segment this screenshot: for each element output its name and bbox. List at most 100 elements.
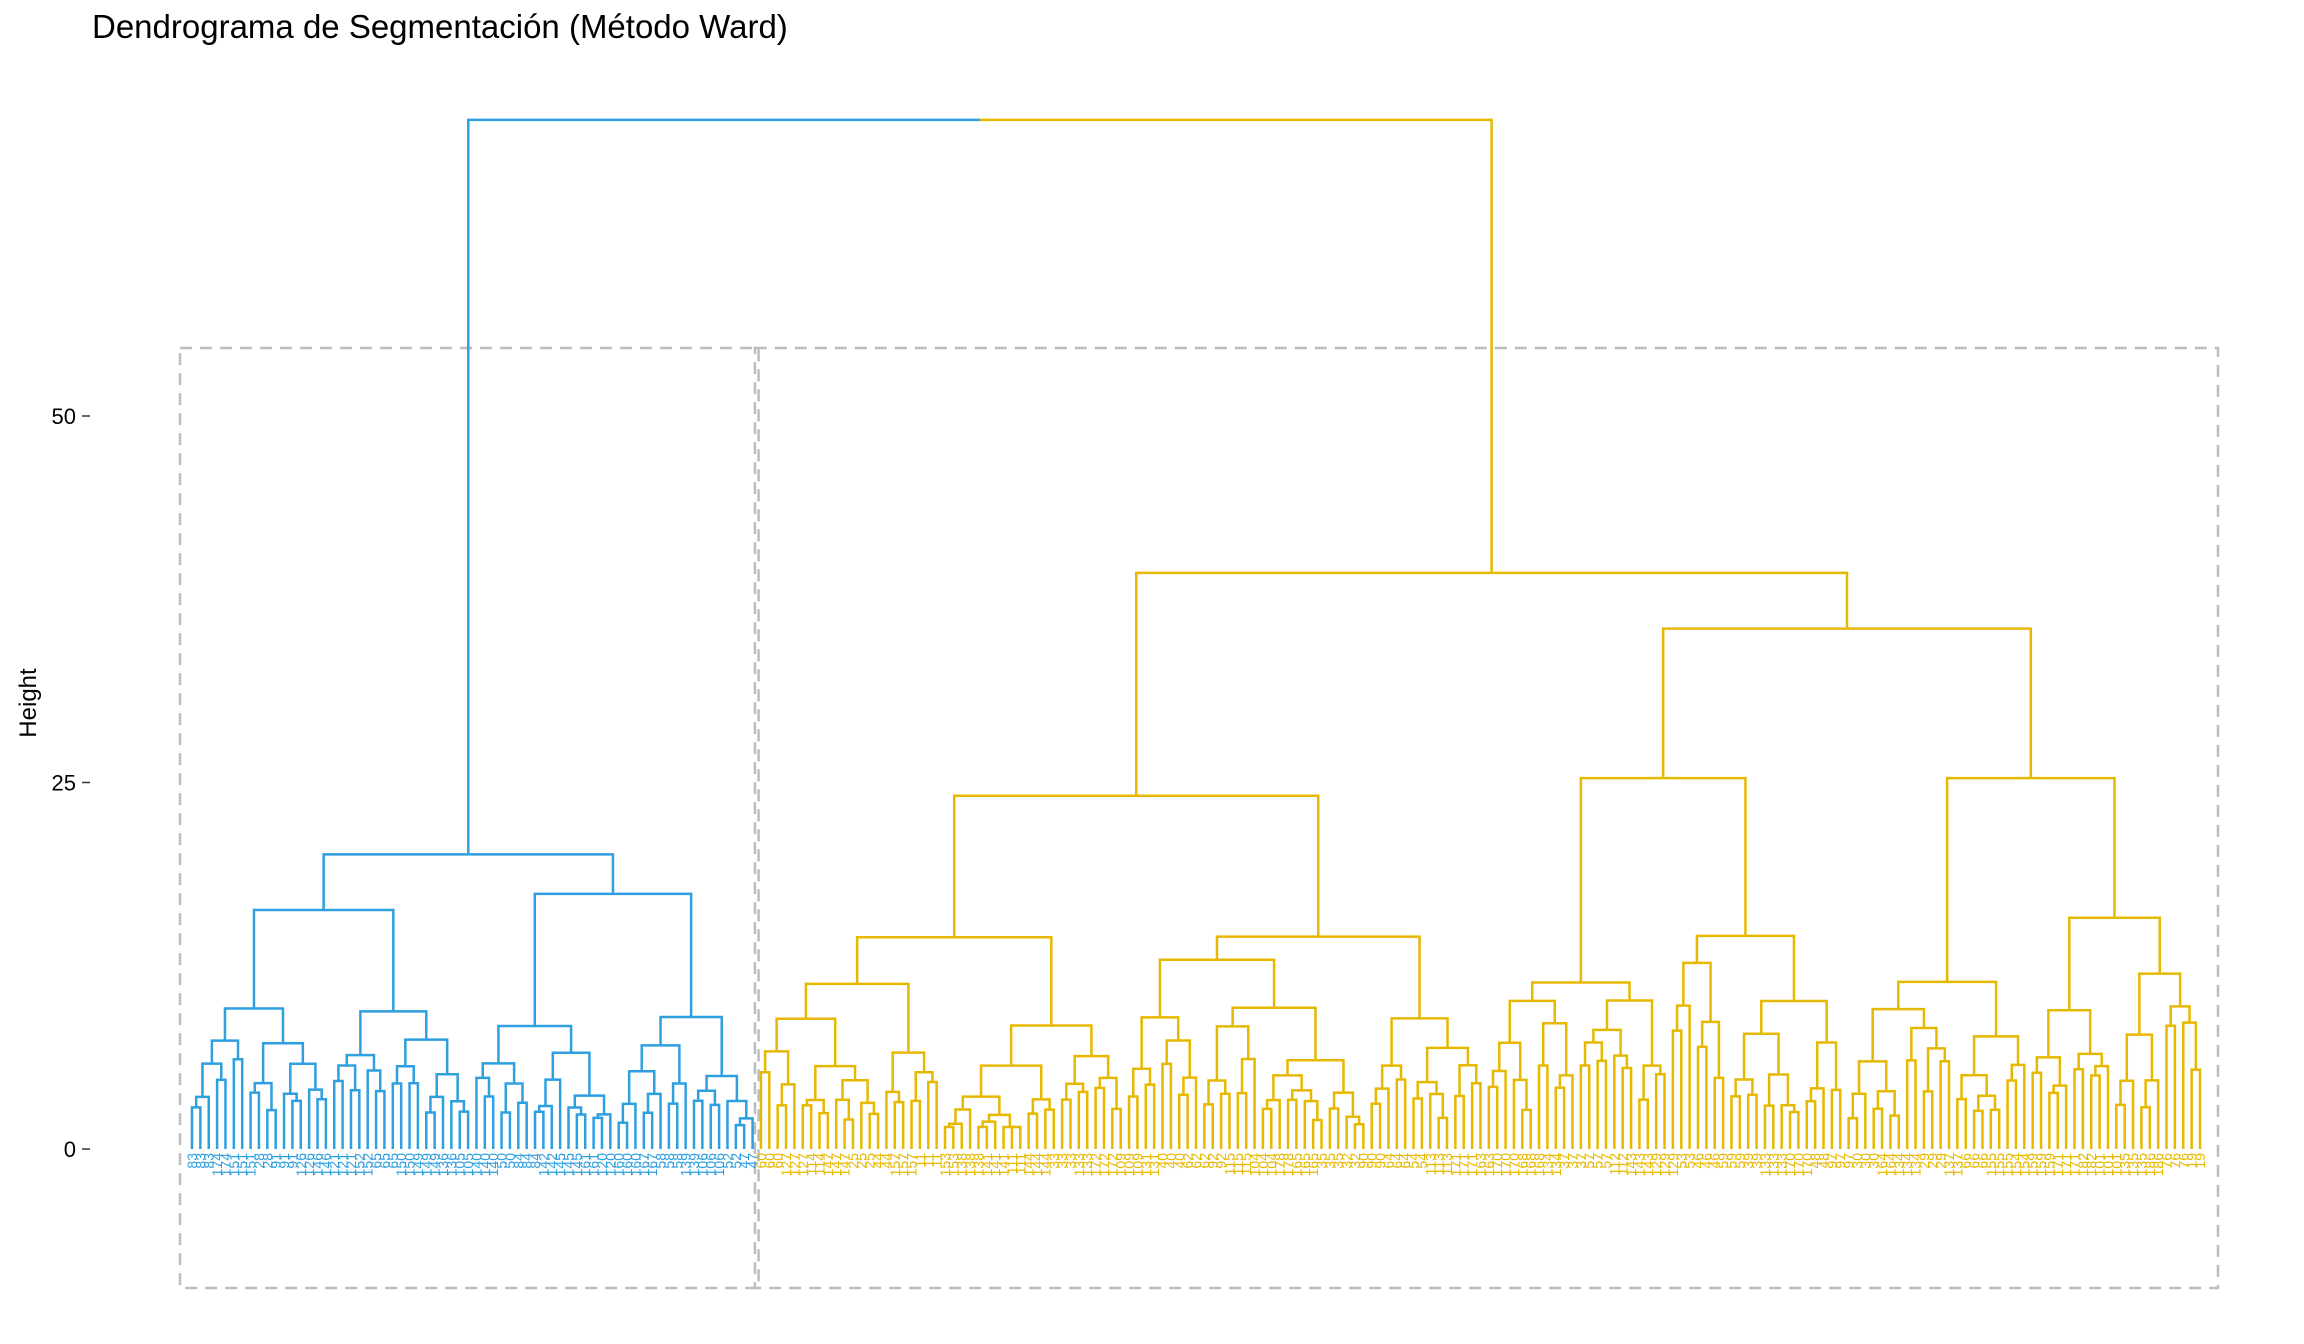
- dendrogram-link: [1458, 1063, 1478, 1097]
- dendrogram-link: [408, 1082, 420, 1149]
- dendrogram-link: [834, 1098, 851, 1149]
- leaf-label: 133: [1765, 1153, 1781, 1177]
- dendrogram-link: [1760, 999, 1828, 1043]
- leaf-label: 97: [1832, 1153, 1848, 1169]
- leaf-label: 57: [1590, 1153, 1606, 1169]
- dendrogram-link: [1742, 1032, 1780, 1080]
- dendrogram-link: [1661, 627, 2033, 779]
- leaf-label: 91: [276, 1153, 292, 1169]
- leaf-label: 170: [1790, 1153, 1806, 1177]
- dendrogram-link: [1700, 1020, 1721, 1078]
- leaf-label: 151: [234, 1153, 250, 1177]
- leaf-label: 171: [1456, 1153, 1472, 1177]
- dendrogram-link: [337, 1064, 357, 1091]
- leaf-label: 37: [1573, 1153, 1589, 1169]
- leaf-label: 165: [1297, 1153, 1313, 1177]
- leaf-label: 112: [1606, 1153, 1622, 1176]
- dendrogram-link: [1165, 1039, 1191, 1078]
- leaf-label: 140: [477, 1153, 493, 1177]
- leaf-label: 29: [1916, 1153, 1932, 1169]
- dendrogram-link: [1395, 1078, 1407, 1149]
- leaf-label: 171: [1447, 1153, 1463, 1177]
- dendrogram-link: [1286, 1098, 1298, 1149]
- dendrogram-link: [1303, 1099, 1319, 1149]
- leaf-label: 140: [485, 1153, 501, 1177]
- leaf-label: 57: [1598, 1153, 1614, 1169]
- leaf-label: 62: [1196, 1153, 1212, 1169]
- dendrogram-link: [1512, 1078, 1528, 1149]
- dendrogram-link: [537, 1104, 554, 1149]
- dendrogram-link: [2006, 1079, 2018, 1149]
- dendrogram-link: [2138, 972, 2182, 1035]
- dendrogram-link: [551, 1051, 591, 1096]
- leaf-label: 30: [1857, 1153, 1873, 1169]
- leaf-label: 171: [2058, 1153, 2074, 1177]
- leaf-label: 174: [209, 1153, 225, 1177]
- leaf-label: 121: [343, 1153, 359, 1177]
- dendrogram-link: [705, 1074, 739, 1101]
- leaf-label: 92: [1213, 1153, 1229, 1169]
- leaf-label: 133: [1757, 1153, 1773, 1177]
- leaf-label: 53: [1682, 1153, 1698, 1169]
- dendrogram-link: [1009, 1024, 1093, 1066]
- leaf-label: 182: [2083, 1153, 2099, 1177]
- dendrogram-link: [1508, 999, 1556, 1043]
- dendrogram-link: [987, 1113, 1012, 1128]
- leaf-label: 58: [653, 1153, 669, 1169]
- dendrogram-link: [1815, 1041, 1838, 1090]
- leaf-label: 135: [2133, 1153, 2149, 1177]
- dendrogram-link: [1530, 981, 1631, 1001]
- dendrogram-link: [1579, 1064, 1591, 1149]
- leaf-label: 133: [1774, 1153, 1790, 1177]
- leaf-label: 145: [552, 1153, 568, 1177]
- dendrogram-link: [1989, 1108, 2001, 1149]
- dendrogram-link: [885, 1090, 901, 1149]
- dendrogram-link: [818, 1111, 830, 1149]
- dendrogram-link: [1077, 1090, 1089, 1149]
- leaf-label: 186: [2150, 1153, 2166, 1177]
- leaf-label: 84: [519, 1153, 535, 1169]
- leaf-label: 164: [1882, 1153, 1898, 1177]
- dendrogram-link: [2073, 1068, 2085, 1149]
- dendrogram-link: [2165, 1024, 2177, 1149]
- leaf-label: 140: [468, 1153, 484, 1177]
- leaf-label: 76: [2159, 1153, 2175, 1169]
- dendrogram-link: [1596, 1059, 1608, 1149]
- leaf-label: 11: [912, 1153, 928, 1168]
- leaf-label: 30: [1866, 1153, 1882, 1169]
- dendrogram-link: [1272, 1074, 1303, 1101]
- dendrogram-link: [1487, 1085, 1499, 1149]
- leaf-label: 65: [368, 1153, 384, 1169]
- leaf-label: 111: [1004, 1153, 1020, 1174]
- leaf-label: 155: [1991, 1153, 2007, 1177]
- leaf-label: 104: [1247, 1153, 1263, 1177]
- leaf-label: 66: [1974, 1153, 1990, 1169]
- dendrogram-link: [1215, 935, 1421, 1019]
- leaf-label: 143: [1631, 1153, 1647, 1177]
- leaf-label: 172: [1104, 1153, 1120, 1177]
- dendrogram-link: [1178, 1093, 1189, 1149]
- dendrogram-link: [345, 1053, 376, 1071]
- dendrogram-link: [435, 1072, 459, 1102]
- dendrogram-link: [322, 853, 615, 911]
- leaf-label: 146: [310, 1153, 326, 1177]
- leaf-label: 113: [1422, 1153, 1438, 1176]
- leaf-label: 159: [2025, 1153, 2041, 1177]
- dendrogram-link: [617, 1121, 629, 1149]
- leaf-label: 160: [619, 1153, 635, 1177]
- leaf-label: 90: [1372, 1153, 1388, 1169]
- leaf-label: 91: [268, 1153, 284, 1169]
- leaf-label: 83: [201, 1153, 217, 1169]
- leaf-label: 29: [1924, 1153, 1940, 1169]
- dendrogram-link: [1554, 1086, 1566, 1149]
- leaf-label: 147: [837, 1153, 853, 1177]
- dendrogram-link: [1207, 1079, 1227, 1105]
- leaf-label: 165: [1305, 1153, 1321, 1177]
- leaf-label: 182: [2075, 1153, 2091, 1177]
- dendrogram-link: [1454, 1094, 1465, 1149]
- dendrogram-link: [1956, 1097, 1967, 1149]
- leaf-label: 147: [828, 1153, 844, 1177]
- leaf-label: 97: [1824, 1153, 1840, 1169]
- dendrogram-link: [1780, 1104, 1796, 1149]
- leaf-label: 121: [326, 1153, 342, 1177]
